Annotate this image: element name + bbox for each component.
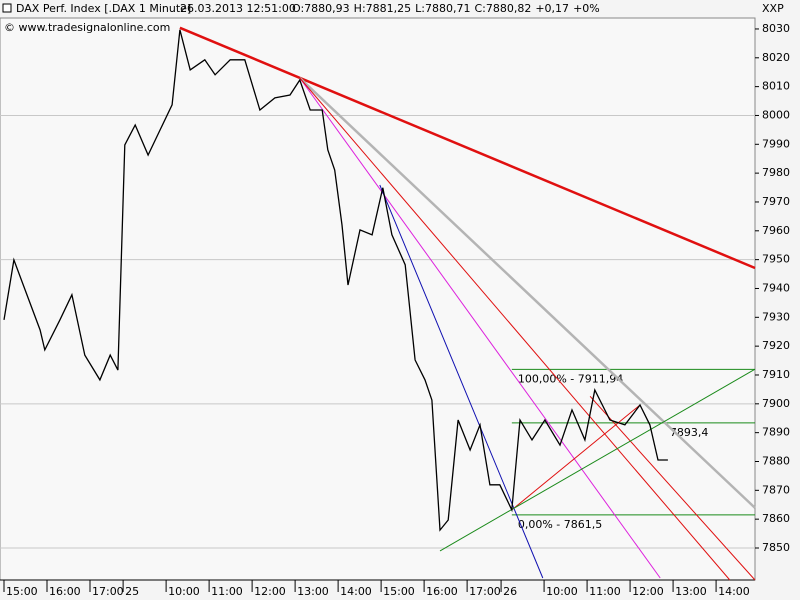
x-tick-label: 15:00 xyxy=(6,585,38,598)
trendline xyxy=(439,368,756,552)
trendline xyxy=(179,26,756,270)
x-tick-label: 14:00 xyxy=(718,585,750,598)
x-tick-label: 10:00 xyxy=(168,585,200,598)
chart-title: DAX Perf. Index [.DAX 1 Minute] xyxy=(16,2,191,15)
trendline xyxy=(299,77,661,579)
y-tick-label: 7910 xyxy=(762,368,790,381)
y-tick-label: 7920 xyxy=(762,339,790,352)
x-tick-label: 16:00 xyxy=(49,585,81,598)
axis-label: XXP xyxy=(762,2,784,15)
fib-label: 0,00% - 7861,5 xyxy=(518,518,602,531)
y-tick-label: 8000 xyxy=(762,108,790,121)
x-tick-label: 14:00 xyxy=(340,585,372,598)
y-tick-label: 7940 xyxy=(762,281,790,294)
header-icon xyxy=(2,3,12,13)
y-tick-label: 7890 xyxy=(762,426,790,439)
x-tick-label: 11:00 xyxy=(589,585,621,598)
y-tick-label: 7850 xyxy=(762,541,790,554)
quote-item: C:7880,82 xyxy=(474,2,531,15)
trendline xyxy=(589,395,756,581)
fib-label: 100,00% - 7911,94 xyxy=(518,372,623,385)
x-tick-label: 26 xyxy=(503,585,517,598)
x-tick-label: 10:00 xyxy=(546,585,578,598)
quote-item: L:7880,71 xyxy=(415,2,470,15)
y-tick-label: 7930 xyxy=(762,310,790,323)
x-tick-label: 17:00 xyxy=(92,585,124,598)
price-line xyxy=(3,29,668,532)
y-tick-label: 7980 xyxy=(762,166,790,179)
x-tick-label: 15:00 xyxy=(383,585,415,598)
x-tick-label: 11:00 xyxy=(211,585,243,598)
x-tick-label: 13:00 xyxy=(675,585,707,598)
header: DAX Perf. Index [.DAX 1 Minute] 26.03.20… xyxy=(2,2,784,34)
x-tick-label: 12:00 xyxy=(254,585,286,598)
x-tick-label: 17:00 xyxy=(469,585,501,598)
plot-area xyxy=(0,17,756,581)
y-tick-label: 7950 xyxy=(762,253,790,266)
y-tick-label: 7960 xyxy=(762,224,790,237)
y-tick-label: 7990 xyxy=(762,137,790,150)
x-tick-label: 25 xyxy=(125,585,139,598)
quote-item: O:7880,93 xyxy=(292,2,350,15)
y-tick-label: 7860 xyxy=(762,512,790,525)
y-tick-label: 7870 xyxy=(762,483,790,496)
y-tick-label: 8010 xyxy=(762,80,790,93)
x-tick-label: 16:00 xyxy=(426,585,458,598)
source: © www.tradesignalonline.com xyxy=(4,21,170,34)
x-tick-label: 13:00 xyxy=(297,585,329,598)
y-tick-label: 8030 xyxy=(762,22,790,35)
quote-item: H:7881,25 xyxy=(354,2,411,15)
y-tick-label: 7900 xyxy=(762,397,790,410)
trendline xyxy=(379,184,544,579)
trendline xyxy=(298,77,756,509)
quote-item: +0% xyxy=(573,2,600,15)
trendline xyxy=(299,77,731,581)
x-tick-label: 12:00 xyxy=(632,585,664,598)
y-tick-label: 8020 xyxy=(762,51,790,64)
timestamp: 26.03.2013 12:51:00 xyxy=(180,2,296,15)
y-tick-label: 7880 xyxy=(762,454,790,467)
quote-item: +0,17 xyxy=(535,2,569,15)
y-tick-label: 7970 xyxy=(762,195,790,208)
